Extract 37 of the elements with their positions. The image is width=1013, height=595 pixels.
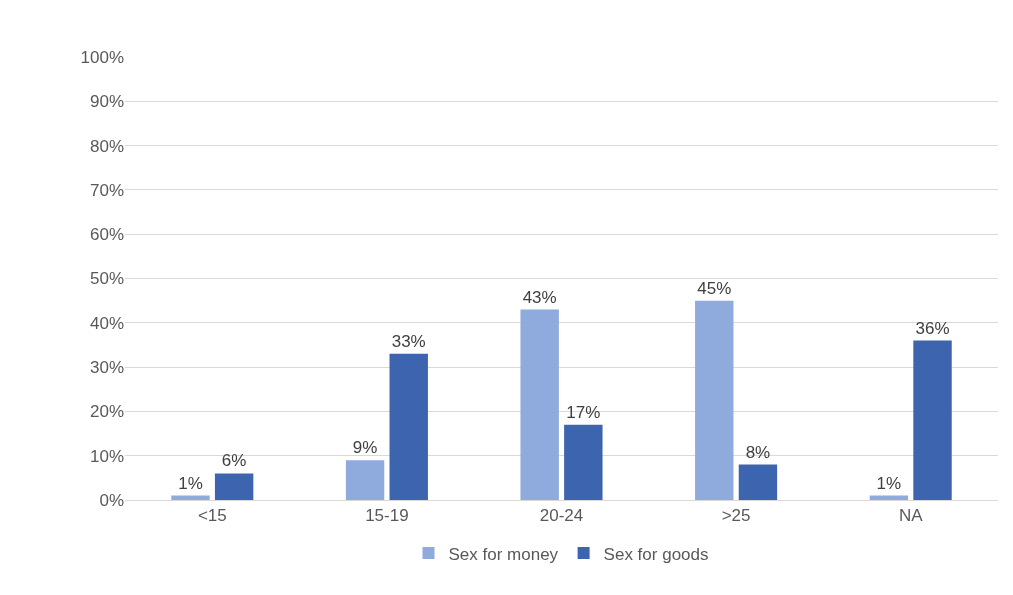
data-label: 8% <box>745 442 771 462</box>
data-label: 1% <box>178 473 203 493</box>
y-tick-label: 10% <box>89 446 124 466</box>
legend-label: Sex for money <box>448 544 559 564</box>
data-label: 6% <box>221 451 247 471</box>
y-tick-label: 40% <box>89 313 124 333</box>
bar <box>564 424 603 500</box>
bar <box>345 460 385 500</box>
legend-label: Sex for goods <box>603 544 709 564</box>
bar <box>738 464 778 500</box>
data-label: 17% <box>566 402 601 422</box>
y-tick-label: 100% <box>80 47 124 67</box>
y-tick-label: 50% <box>89 269 124 289</box>
data-label: 9% <box>352 438 378 458</box>
data-label: 1% <box>876 473 902 493</box>
data-label: 36% <box>915 318 950 338</box>
bar <box>913 340 952 500</box>
y-tick-label: 0% <box>99 490 124 510</box>
data-label: 43% <box>522 287 557 307</box>
y-tick-label: 80% <box>89 136 124 156</box>
bar <box>214 473 254 500</box>
x-tick-label: 15-19 <box>365 506 409 526</box>
y-tick-label: 20% <box>89 402 124 422</box>
y-tick-label: 30% <box>89 358 124 378</box>
bar <box>171 495 210 500</box>
y-tick-label: 60% <box>89 225 124 245</box>
bar <box>695 300 734 500</box>
data-label: 45% <box>697 278 732 298</box>
bar <box>389 353 428 500</box>
x-tick-label: 20-24 <box>539 506 584 526</box>
bar <box>520 309 559 500</box>
x-tick-label: NA <box>898 506 924 526</box>
x-tick-label: >25 <box>721 506 751 526</box>
data-label: 33% <box>391 331 426 351</box>
y-tick-label: 70% <box>89 180 124 200</box>
x-tick-label: <15 <box>197 506 227 526</box>
y-tick-label: 90% <box>89 92 124 112</box>
